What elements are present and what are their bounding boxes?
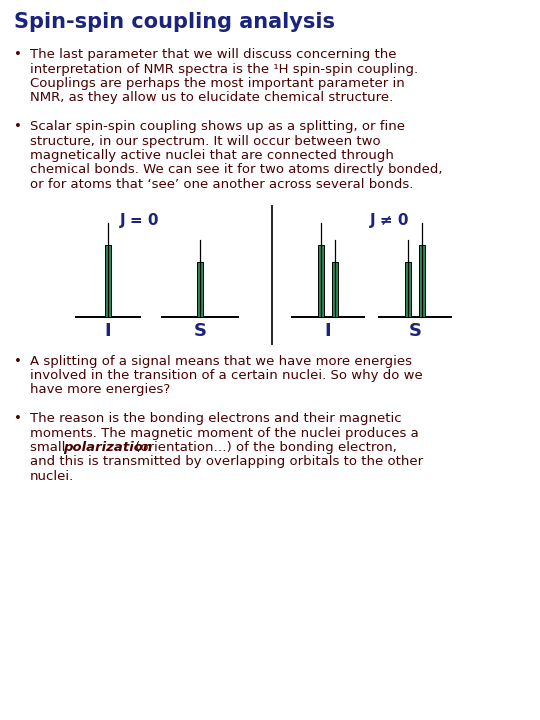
Text: J = 0: J = 0 [120,212,160,228]
Text: •: • [14,120,22,133]
Text: or for atoms that ‘see’ one another across several bonds.: or for atoms that ‘see’ one another acro… [30,178,414,191]
Text: involved in the transition of a certain nuclei. So why do we: involved in the transition of a certain … [30,369,423,382]
Text: The last parameter that we will discuss concerning the: The last parameter that we will discuss … [30,48,396,61]
Text: chemical bonds. We can see it for two atoms directly bonded,: chemical bonds. We can see it for two at… [30,163,442,176]
Text: •: • [14,354,22,367]
Text: (orientation…) of the bonding electron,: (orientation…) of the bonding electron, [131,441,397,454]
Bar [105,245,111,317]
Text: structure, in our spectrum. It will occur between two: structure, in our spectrum. It will occu… [30,135,381,148]
Text: A splitting of a signal means that we have more energies: A splitting of a signal means that we ha… [30,354,412,367]
Bar [332,261,338,317]
Text: J ≠ 0: J ≠ 0 [370,212,410,228]
Text: and this is transmitted by overlapping orbitals to the other: and this is transmitted by overlapping o… [30,456,423,469]
Text: Spin-spin coupling analysis: Spin-spin coupling analysis [14,12,335,32]
Bar [197,261,202,317]
Text: interpretation of NMR spectra is the ¹H spin-spin coupling.: interpretation of NMR spectra is the ¹H … [30,63,418,76]
Text: small: small [30,441,70,454]
Text: Scalar spin-spin coupling shows up as a splitting, or fine: Scalar spin-spin coupling shows up as a … [30,120,405,133]
Text: nuclei.: nuclei. [30,470,75,483]
Text: S: S [408,323,422,341]
Text: I: I [325,323,332,341]
Text: •: • [14,412,22,425]
Text: I: I [105,323,111,341]
Text: polarization: polarization [64,441,153,454]
Text: The reason is the bonding electrons and their magnetic: The reason is the bonding electrons and … [30,412,402,425]
Text: moments. The magnetic moment of the nuclei produces a: moments. The magnetic moment of the nucl… [30,426,418,439]
Bar [318,245,324,317]
Text: magnetically active nuclei that are connected through: magnetically active nuclei that are conn… [30,149,394,162]
Bar [419,245,425,317]
Text: •: • [14,48,22,61]
Text: S: S [193,323,206,341]
Text: NMR, as they allow us to elucidate chemical structure.: NMR, as they allow us to elucidate chemi… [30,91,393,104]
Bar [405,261,411,317]
Text: have more energies?: have more energies? [30,384,170,397]
Text: Couplings are perhaps the most important parameter in: Couplings are perhaps the most important… [30,77,405,90]
